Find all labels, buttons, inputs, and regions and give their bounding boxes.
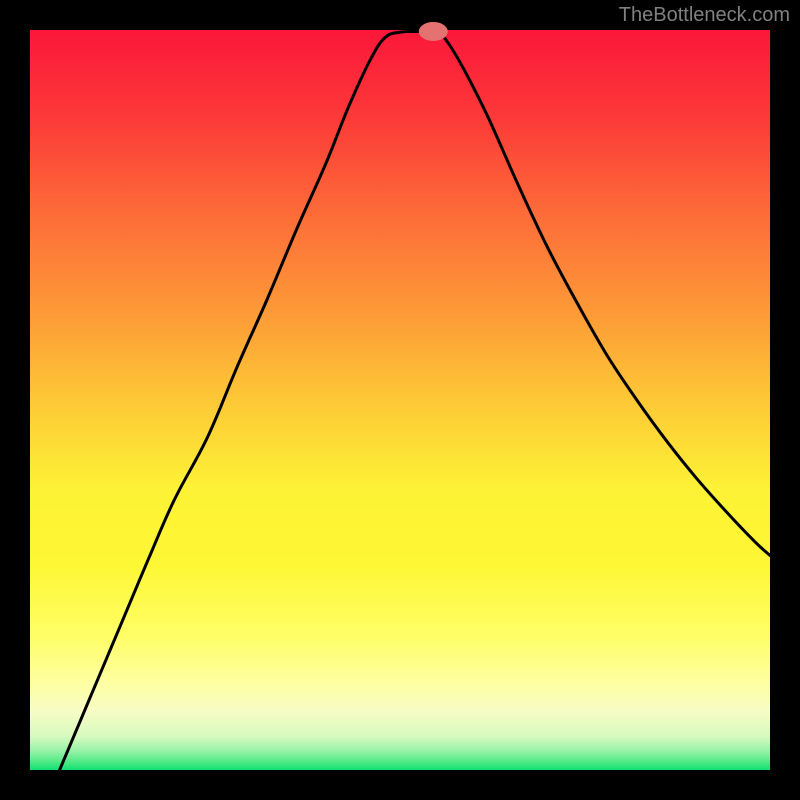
watermark-text: TheBottleneck.com (619, 4, 790, 27)
bottleneck-chart (0, 0, 800, 800)
chart-svg (0, 0, 800, 800)
